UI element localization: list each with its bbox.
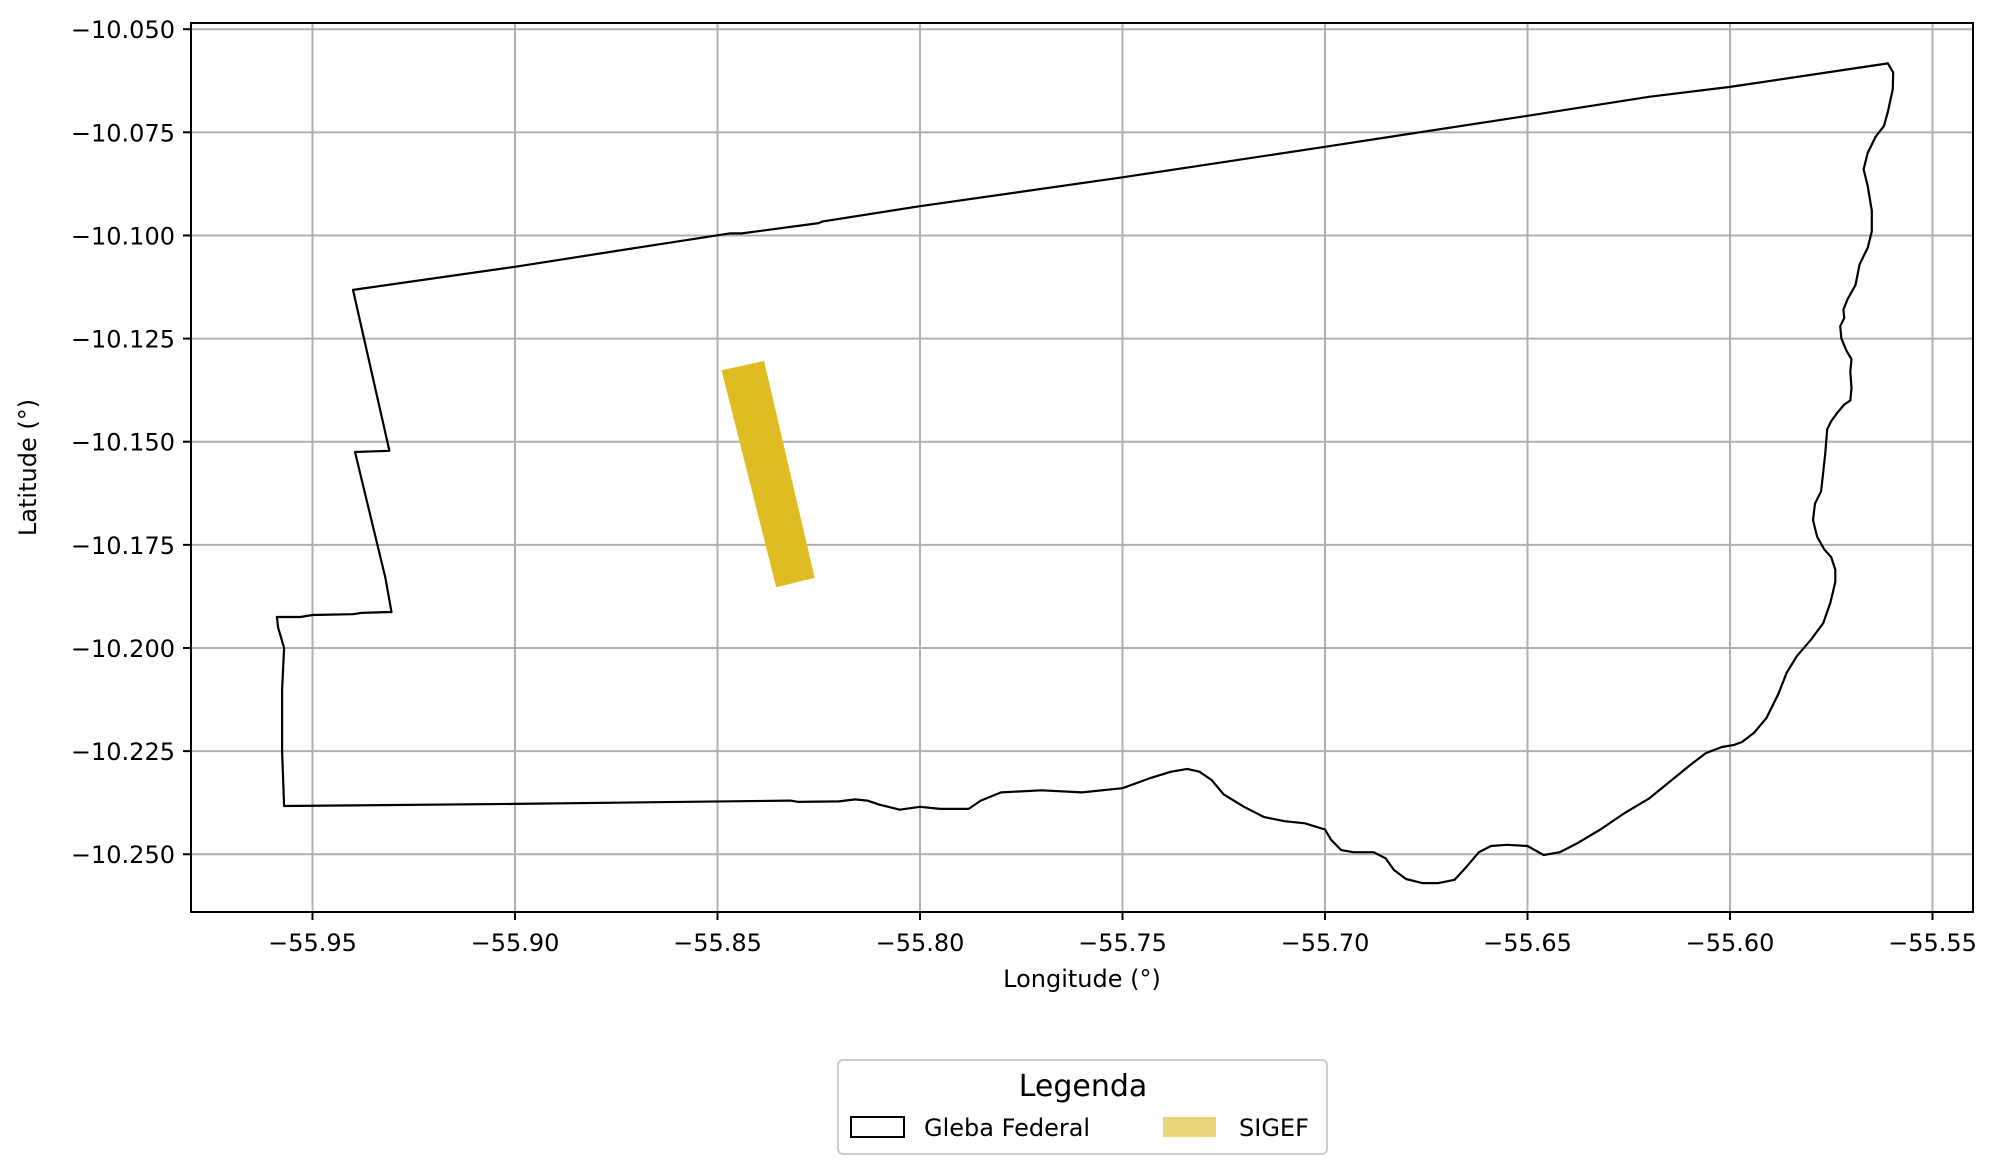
x-tick-label: −55.70 [1281,929,1370,957]
y-tick-label: −10.175 [71,532,175,560]
legend-title: Legenda [1019,1069,1148,1104]
legend-swatch-sigef [1163,1117,1216,1137]
legend-label-gleba-federal: Gleba Federal [924,1114,1090,1142]
y-axis: −10.050 −10.075 −10.100 −10.125 −10.150 −10.1… [71,16,191,869]
x-tick-label: −55.75 [1078,929,1167,957]
x-tick-label: −55.85 [673,929,762,957]
x-axis-title: Longitude (°) [1003,965,1161,993]
x-tick-label: −55.55 [1888,929,1977,957]
y-axis-title: Latitude (°) [14,399,42,536]
legend: Legenda Gleba Federal SIGEF [837,1059,1328,1155]
sigef-parcel [721,360,815,588]
y-tick-label: −10.050 [71,16,175,44]
legend-swatch-gleba-federal [850,1116,905,1138]
y-tick-label: −10.100 [71,222,175,250]
x-axis: −55.95 −55.90 −55.85 −55.80 −55.75 −55.70 −55.… [268,912,1977,957]
x-tick-label: −55.60 [1686,929,1775,957]
y-tick-label: −10.250 [71,841,175,869]
x-tick-label: −55.90 [471,929,560,957]
gleba-federal-boundary [275,62,1895,885]
y-tick-label: −10.225 [71,738,175,766]
legend-label-sigef: SIGEF [1239,1114,1309,1142]
x-tick-label: −55.80 [876,929,965,957]
x-tick-label: −55.65 [1483,929,1572,957]
y-tick-label: −10.125 [71,326,175,354]
plot-frame [190,22,1974,913]
y-tick-label: −10.075 [71,119,175,147]
y-tick-label: −10.200 [71,635,175,663]
map-layers [275,62,1895,885]
x-tick-label: −55.95 [268,929,357,957]
y-tick-label: −10.150 [71,429,175,457]
grid-lines [191,23,1973,912]
